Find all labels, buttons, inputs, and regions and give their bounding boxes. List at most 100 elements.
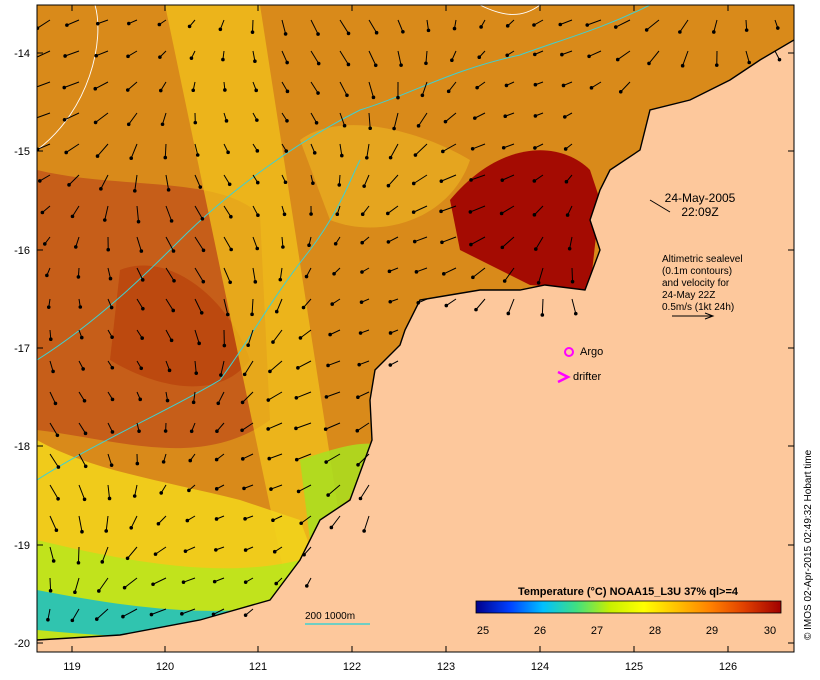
velocity-arrowhead xyxy=(278,277,283,282)
velocity-arrow xyxy=(105,515,109,532)
velocity-arrowhead xyxy=(228,280,232,285)
velocity-arrowhead xyxy=(587,54,591,59)
velocity-arrowhead xyxy=(221,57,225,62)
velocity-arrowhead xyxy=(470,146,475,151)
time-label: 22:09Z xyxy=(681,205,718,219)
velocity-arrow xyxy=(72,205,80,217)
velocity-arrowhead xyxy=(95,21,100,26)
velocity-arrow xyxy=(298,484,312,492)
velocity-arrowhead xyxy=(284,149,289,153)
velocity-arrowhead xyxy=(533,52,537,57)
velocity-arrowhead xyxy=(199,310,204,315)
velocity-arrow xyxy=(97,19,109,25)
velocity-arrowhead xyxy=(229,214,233,219)
velocity-arrowhead xyxy=(110,430,115,434)
velocity-arrowhead xyxy=(187,24,192,29)
velocity-arrowhead xyxy=(250,312,254,317)
velocity-arrow xyxy=(541,298,544,315)
velocity-arrow xyxy=(152,577,167,585)
velocity-arrow xyxy=(330,515,341,528)
velocity-arrowhead xyxy=(360,270,364,274)
lat-tick-label: -15 xyxy=(14,146,30,158)
velocity-arrowhead xyxy=(328,332,332,337)
isobath-legend-label: 200 1000m xyxy=(305,611,355,622)
velocity-arrow xyxy=(571,267,574,282)
velocity-arrow xyxy=(223,267,231,283)
velocity-arrowhead xyxy=(106,247,111,252)
velocity-arrow xyxy=(252,267,256,282)
velocity-arrowhead xyxy=(613,25,618,29)
velocity-arrow xyxy=(297,360,312,369)
velocity-arrowhead xyxy=(189,56,194,60)
velocity-arrowhead xyxy=(55,433,60,438)
velocity-arrowhead xyxy=(450,58,454,62)
velocity-arrowhead xyxy=(73,590,77,594)
velocity-arrow xyxy=(77,546,80,563)
altimetry-line: 24-May 22Z xyxy=(662,290,715,301)
velocity-arrowhead xyxy=(141,306,145,311)
velocity-arrow xyxy=(441,174,457,182)
nearshore-green-patch xyxy=(300,443,380,540)
velocity-arrowhead xyxy=(355,428,360,433)
velocity-arrowhead xyxy=(360,240,364,245)
velocity-arrowhead xyxy=(38,179,42,183)
velocity-arrow xyxy=(310,19,319,35)
velocity-arrow xyxy=(165,174,170,190)
velocity-arrowhead xyxy=(323,427,328,431)
velocity-arrowhead xyxy=(326,363,330,368)
velocity-arrowhead xyxy=(158,55,162,59)
velocity-arrowhead xyxy=(283,180,288,185)
velocity-arrow xyxy=(310,81,319,94)
velocity-arrow xyxy=(503,143,515,149)
velocity-arrowhead xyxy=(326,493,330,497)
velocity-arrowhead xyxy=(356,462,360,467)
velocity-vectors xyxy=(37,19,782,623)
velocity-arrowhead xyxy=(712,30,716,34)
velocity-arrow xyxy=(98,577,109,592)
velocity-arrowhead xyxy=(777,57,782,62)
velocity-arrowhead xyxy=(46,617,50,622)
velocity-arrow xyxy=(470,174,486,181)
longitude-axis: 119 120 121 122 123 124 125 126 xyxy=(63,5,737,673)
drifter-label: drifter xyxy=(573,371,601,383)
velocity-arrowhead xyxy=(420,93,425,98)
velocity-arrowhead xyxy=(337,183,342,187)
lon-tick-label: 121 xyxy=(249,661,267,673)
velocity-arrowhead xyxy=(501,145,506,150)
velocity-arrow xyxy=(242,391,254,403)
velocity-arrowhead xyxy=(505,53,510,58)
velocity-arrowhead xyxy=(744,28,749,32)
velocity-arrow xyxy=(183,577,196,583)
velocity-arrow xyxy=(571,298,577,314)
velocity-arrowhead xyxy=(102,218,107,222)
velocity-arrowhead xyxy=(42,242,47,246)
velocity-arrow xyxy=(49,577,52,591)
velocity-arrowhead xyxy=(214,517,219,521)
velocity-arrowhead xyxy=(78,305,83,309)
velocity-arrow xyxy=(65,143,80,153)
velocity-arrow xyxy=(388,174,399,186)
altimetry-legend: Altimetric sealevel (0.1m contours) and … xyxy=(662,254,743,320)
velocity-arrow xyxy=(107,453,113,466)
colorbar-tick: 29 xyxy=(706,625,718,637)
velocity-arrowhead xyxy=(533,114,538,118)
velocity-arrow xyxy=(223,205,232,217)
velocity-arrowhead xyxy=(139,249,144,253)
velocity-arrow xyxy=(443,267,457,275)
velocity-arrowhead xyxy=(229,247,233,252)
velocity-arrow xyxy=(165,298,174,311)
velocity-arrow xyxy=(587,19,602,26)
velocity-arrowhead xyxy=(169,219,174,223)
velocity-arrowhead xyxy=(618,89,623,94)
velocity-arrowhead xyxy=(268,369,272,374)
velocity-arrowhead xyxy=(374,30,379,35)
velocity-arrowhead xyxy=(227,182,232,187)
velocity-arrow xyxy=(96,608,109,620)
velocity-arrowhead xyxy=(62,85,67,90)
velocity-arrowhead xyxy=(79,335,84,340)
velocity-arrow xyxy=(620,81,631,93)
velocity-arrowhead xyxy=(469,178,473,182)
velocity-arrowhead xyxy=(218,27,223,32)
velocity-arrowhead xyxy=(110,335,114,339)
velocity-arrowhead xyxy=(570,279,575,284)
